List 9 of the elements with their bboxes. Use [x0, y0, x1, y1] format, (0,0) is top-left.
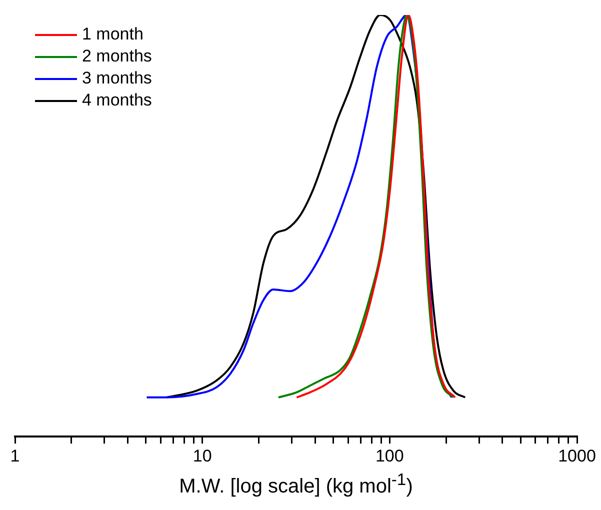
legend-label: 2 months [82, 46, 152, 66]
legend-label: 1 month [82, 24, 144, 44]
x-tick-label: 10 [192, 446, 212, 466]
legend-label: 4 months [82, 90, 152, 110]
x-tick-label: 1 [10, 446, 20, 466]
x-tick-label: 1000 [558, 446, 596, 466]
x-tick-label: 100 [375, 446, 404, 466]
legend-label: 3 months [82, 68, 152, 88]
x-axis-title: M.W. [log scale] (kg mol$^{-1}$) [178, 470, 414, 499]
